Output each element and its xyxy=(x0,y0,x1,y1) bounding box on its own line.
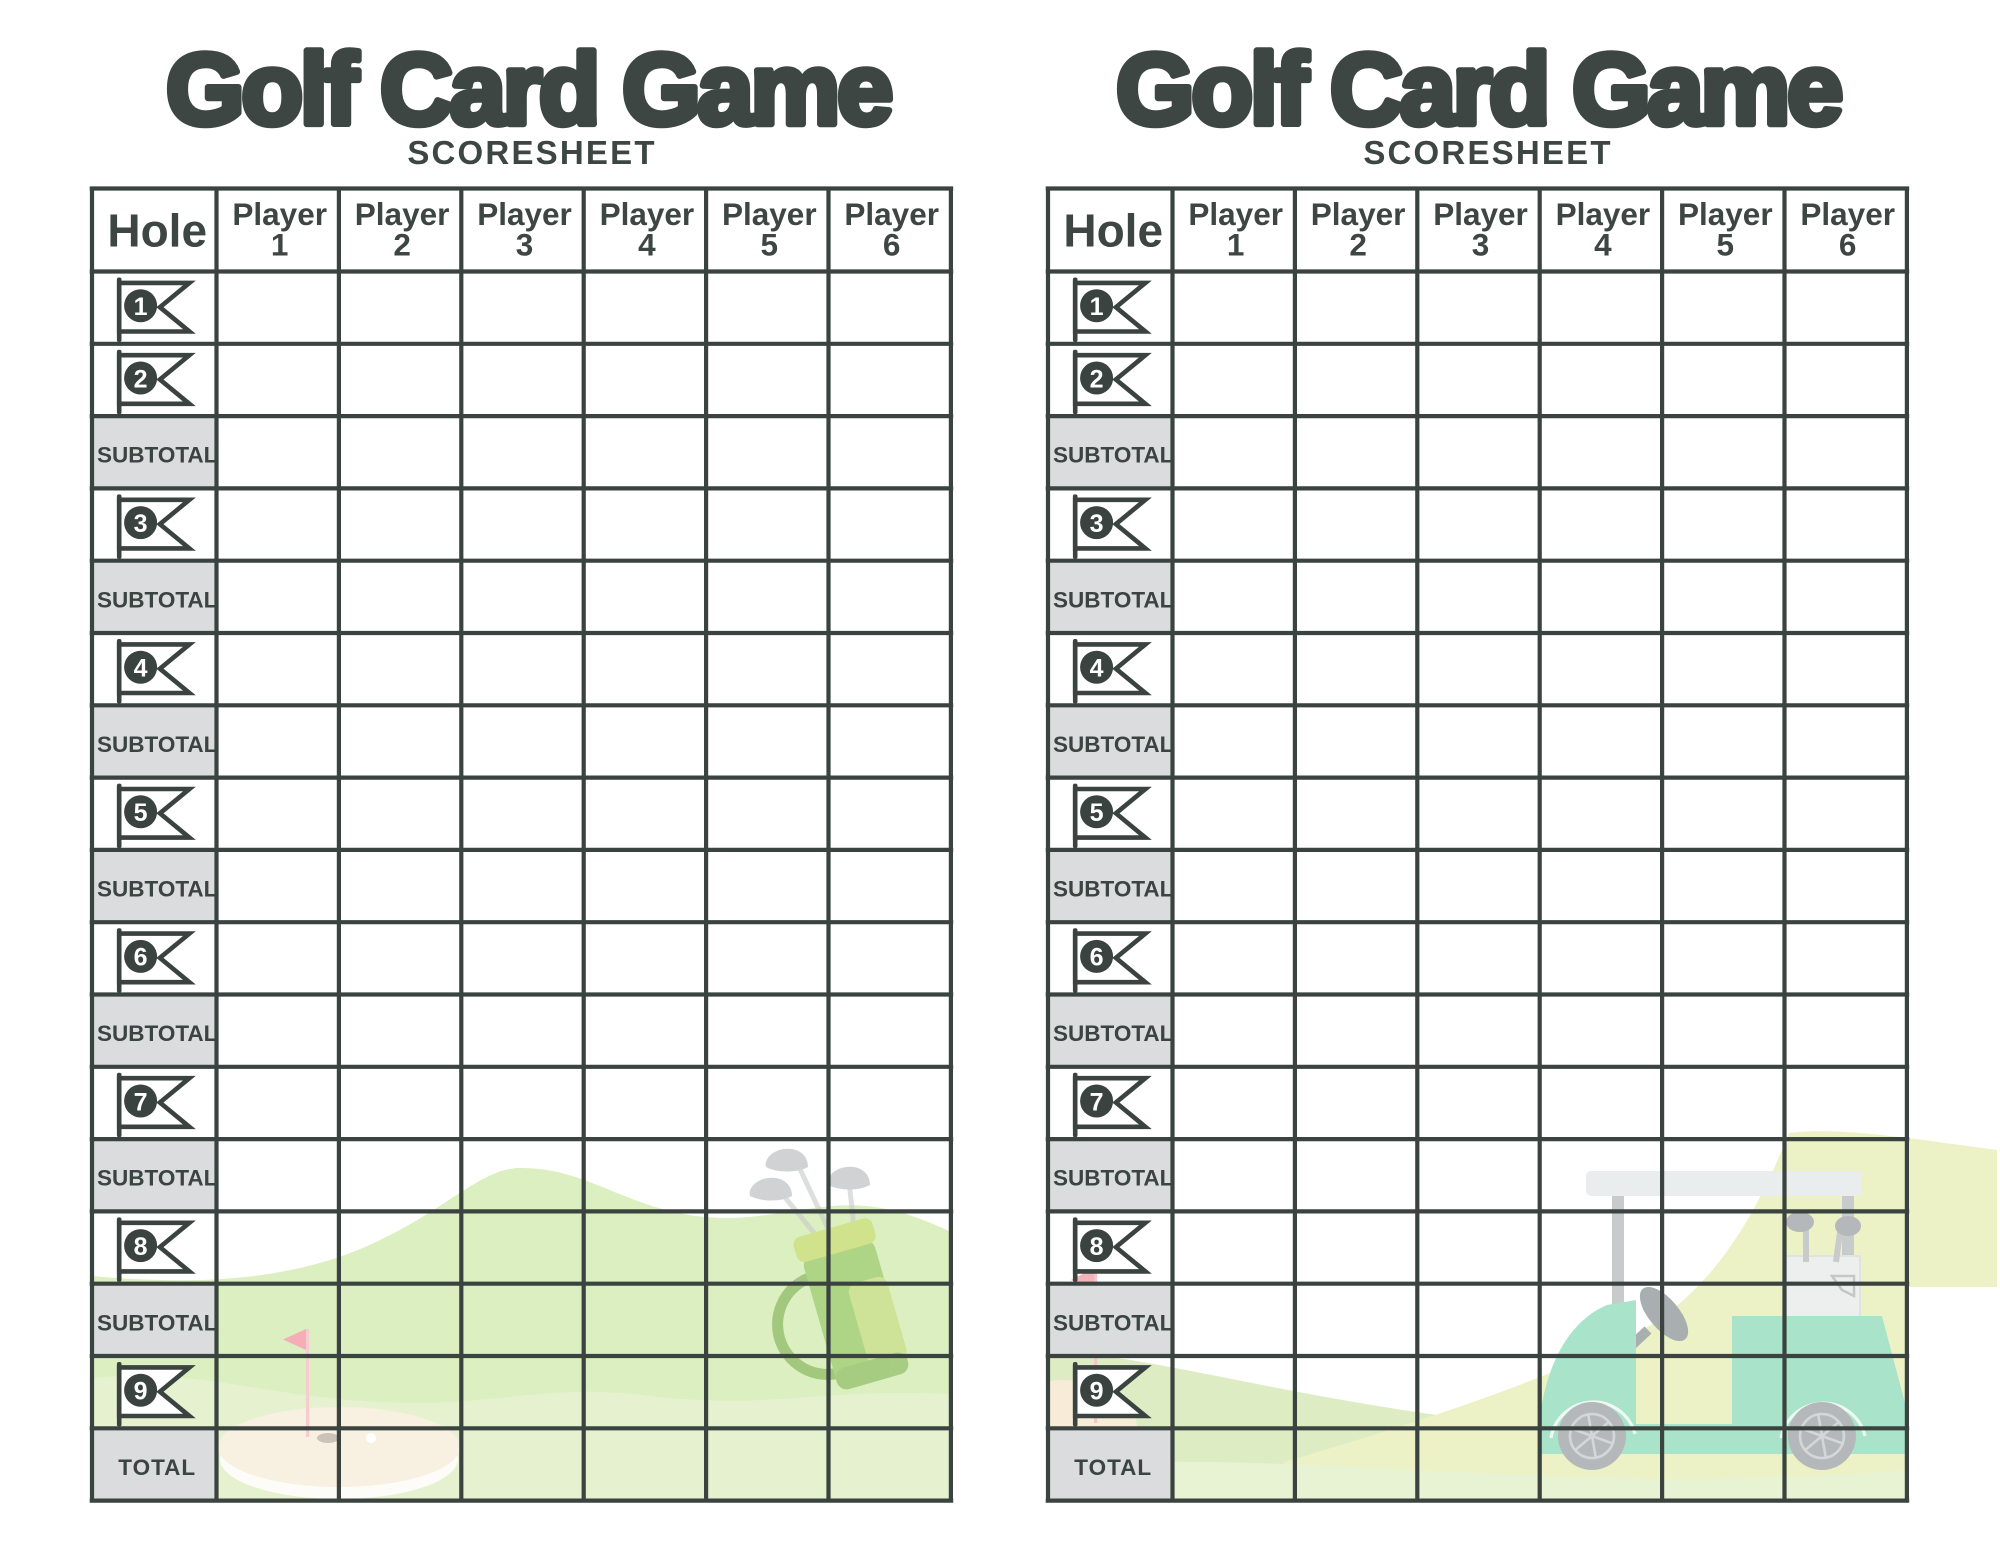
svg-text:7: 7 xyxy=(1090,1088,1104,1116)
svg-text:2: 2 xyxy=(393,227,411,263)
svg-text:Player: Player xyxy=(1800,196,1895,232)
svg-text:SUBTOTAL: SUBTOTAL xyxy=(97,1166,218,1191)
svg-text:SUBTOTAL: SUBTOTAL xyxy=(1053,732,1174,757)
svg-text:9: 9 xyxy=(1090,1378,1104,1406)
svg-text:SUBTOTAL: SUBTOTAL xyxy=(97,1021,218,1046)
svg-text:SUBTOTAL: SUBTOTAL xyxy=(1053,587,1174,612)
svg-text:4: 4 xyxy=(638,227,656,263)
svg-text:1: 1 xyxy=(134,293,148,321)
svg-text:3: 3 xyxy=(134,510,148,538)
svg-text:5: 5 xyxy=(1717,227,1735,263)
svg-text:Player: Player xyxy=(477,196,572,232)
svg-text:Golf Card Game: Golf Card Game xyxy=(1116,34,1840,146)
svg-text:1: 1 xyxy=(1227,227,1245,263)
svg-text:Player: Player xyxy=(1311,196,1406,232)
svg-text:Player: Player xyxy=(1188,196,1283,232)
svg-text:SUBTOTAL: SUBTOTAL xyxy=(97,443,218,468)
svg-text:3: 3 xyxy=(516,227,534,263)
svg-text:8: 8 xyxy=(134,1233,148,1261)
svg-text:TOTAL: TOTAL xyxy=(118,1455,196,1480)
svg-text:3: 3 xyxy=(1090,510,1104,538)
svg-text:Player: Player xyxy=(1678,196,1773,232)
svg-text:3: 3 xyxy=(1472,227,1490,263)
svg-text:Golf Card Game: Golf Card Game xyxy=(166,34,890,146)
svg-text:TOTAL: TOTAL xyxy=(1074,1455,1152,1480)
svg-text:SUBTOTAL: SUBTOTAL xyxy=(1053,1021,1174,1046)
svg-text:5: 5 xyxy=(1090,799,1104,827)
svg-text:2: 2 xyxy=(134,365,148,393)
svg-text:SUBTOTAL: SUBTOTAL xyxy=(97,877,218,902)
svg-text:SUBTOTAL: SUBTOTAL xyxy=(1053,443,1174,468)
svg-text:SCORESHEET: SCORESHEET xyxy=(1363,134,1612,171)
svg-text:SUBTOTAL: SUBTOTAL xyxy=(97,1310,218,1335)
svg-text:5: 5 xyxy=(134,799,148,827)
svg-text:Player: Player xyxy=(1556,196,1651,232)
svg-text:2: 2 xyxy=(1349,227,1367,263)
svg-text:SUBTOTAL: SUBTOTAL xyxy=(1053,877,1174,902)
svg-text:4: 4 xyxy=(1594,227,1612,263)
svg-text:1: 1 xyxy=(1090,293,1104,321)
svg-text:Player: Player xyxy=(844,196,939,232)
svg-text:9: 9 xyxy=(134,1378,148,1406)
svg-text:SCORESHEET: SCORESHEET xyxy=(407,134,656,171)
svg-text:6: 6 xyxy=(1090,944,1104,972)
svg-text:SUBTOTAL: SUBTOTAL xyxy=(1053,1310,1174,1335)
svg-text:Hole: Hole xyxy=(107,205,207,257)
svg-text:SUBTOTAL: SUBTOTAL xyxy=(1053,1166,1174,1191)
svg-text:2: 2 xyxy=(1090,365,1104,393)
svg-text:Player: Player xyxy=(722,196,817,232)
svg-text:Hole: Hole xyxy=(1063,205,1163,257)
svg-text:6: 6 xyxy=(1839,227,1857,263)
svg-text:Player: Player xyxy=(600,196,695,232)
svg-text:Player: Player xyxy=(355,196,450,232)
svg-text:6: 6 xyxy=(134,944,148,972)
svg-text:5: 5 xyxy=(761,227,779,263)
svg-text:6: 6 xyxy=(883,227,901,263)
svg-text:4: 4 xyxy=(134,655,148,683)
svg-text:4: 4 xyxy=(1090,655,1104,683)
svg-text:SUBTOTAL: SUBTOTAL xyxy=(97,587,218,612)
svg-text:8: 8 xyxy=(1090,1233,1104,1261)
svg-text:1: 1 xyxy=(271,227,289,263)
svg-text:SUBTOTAL: SUBTOTAL xyxy=(97,732,218,757)
svg-text:7: 7 xyxy=(134,1088,148,1116)
svg-text:Player: Player xyxy=(1433,196,1528,232)
svg-text:Player: Player xyxy=(232,196,327,232)
